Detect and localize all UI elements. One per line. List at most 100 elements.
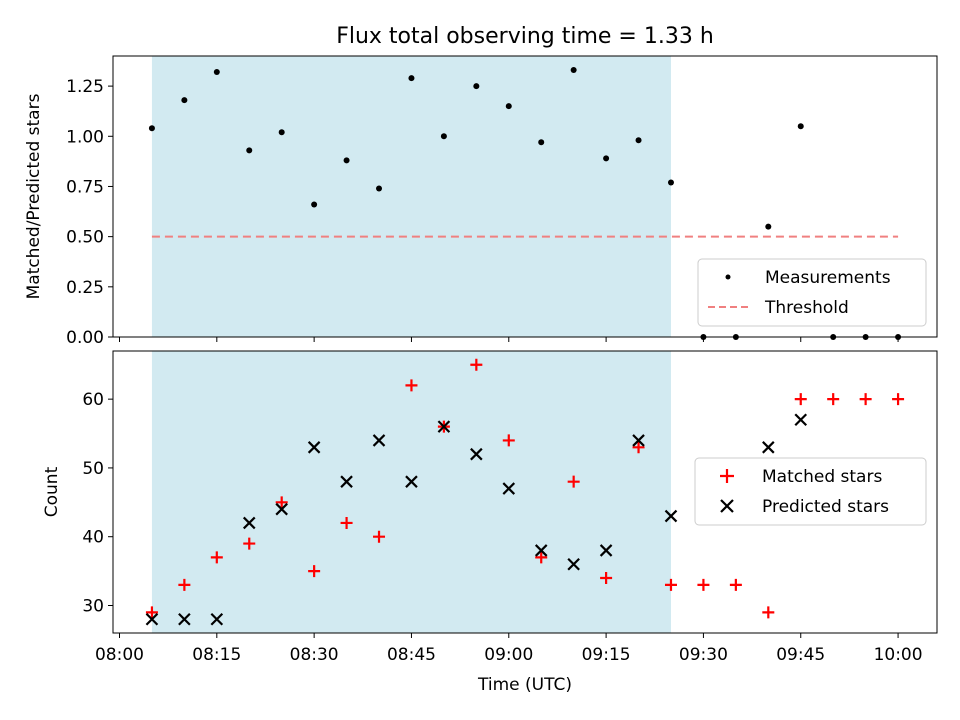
y-tick-label: 0.75: [66, 177, 104, 197]
predicted-star-point: [632, 434, 645, 447]
legend-matched-marker: [720, 469, 734, 483]
count-legend-box: [694, 457, 927, 526]
predicted-star-point: [567, 557, 580, 571]
y-tick-label: 40: [82, 528, 104, 548]
x-tick-label: 09:45: [776, 645, 825, 665]
measurement-point: [408, 75, 415, 82]
count-legend: Matched stars Predicted stars: [694, 457, 927, 526]
x-tick-label: 08:15: [192, 645, 241, 665]
y-tick-label: 60: [82, 390, 104, 410]
x-tick-label: 09:00: [484, 645, 533, 665]
ratio-legend: Measurements Threshold: [697, 258, 927, 327]
predicted-star-point: [372, 434, 386, 447]
measurement-point: [473, 83, 480, 90]
matched-star-point: [470, 358, 483, 371]
legend-predicted-marker: [720, 499, 734, 513]
y-tick-label: 0.50: [66, 228, 104, 248]
legend-matched-label: Matched stars: [762, 467, 882, 487]
predicted-star-point: [437, 420, 451, 433]
legend-threshold-label: Threshold: [764, 298, 849, 318]
count-points: [145, 358, 905, 626]
count-y-axis-label: Count: [42, 466, 62, 517]
predicted-star-point: [794, 413, 808, 427]
matched-star-point: [210, 551, 223, 564]
x-tick-label: 09:30: [679, 645, 728, 665]
matched-star-point: [502, 434, 515, 447]
measurement-point: [311, 201, 318, 208]
count-y-axis: 30 40 50 60: [82, 390, 113, 616]
measurement-point: [278, 129, 285, 136]
matched-star-point: [729, 578, 742, 591]
y-tick-label: 0.00: [66, 328, 104, 348]
matched-star-point: [794, 393, 807, 406]
measurement-point: [765, 223, 772, 230]
matched-star-point: [340, 516, 353, 529]
ratio-x-ticks: [118, 337, 899, 342]
measurement-point: [246, 147, 253, 154]
x-axis-label: Time (UTC): [477, 675, 572, 695]
ratio-panel-frame: [112, 55, 938, 338]
observing-window-shade-top: [151, 56, 671, 337]
predicted-star-point: [470, 447, 483, 461]
time-x-axis: 08:00 08:15 08:30 08:45 09:00 09:15 09:30 09:45…: [95, 633, 923, 665]
x-tick-label: 08:00: [95, 645, 144, 665]
measurement-point: [440, 133, 447, 140]
predicted-star-point: [664, 509, 678, 523]
ratio-panel: 0.00 0.25 0.50 0.75 1.00 1.25 Matched/Predict…: [24, 55, 938, 348]
measurement-point: [343, 157, 350, 164]
x-tick-label: 08:30: [290, 645, 339, 665]
matched-star-point: [178, 578, 191, 591]
predicted-star-point: [534, 544, 548, 557]
matched-star-point: [243, 537, 256, 550]
measurement-point: [538, 139, 545, 146]
observing-window-shade-bottom: [151, 351, 671, 633]
matched-star-point: [275, 496, 288, 509]
predicted-star-point: [405, 475, 418, 488]
predicted-star-point: [178, 612, 191, 626]
x-tick-label: 08:45: [387, 645, 436, 665]
ratio-legend-box: [697, 258, 927, 327]
y-tick-label: 1.25: [66, 77, 104, 97]
x-tick-label: 09:15: [582, 645, 631, 665]
legend-measurements-label: Measurements: [765, 268, 891, 288]
legend-measurements-marker: [725, 274, 731, 280]
measurement-point: [148, 125, 155, 132]
matched-star-point: [892, 393, 905, 406]
predicted-star-point: [762, 441, 775, 454]
count-panel-frame: [112, 350, 938, 634]
x-tick-label: 10:00: [874, 645, 923, 665]
measurement-point: [181, 97, 188, 104]
measurement-point: [635, 137, 642, 144]
ratio-y-axis-label: Matched/Predicted stars: [24, 93, 44, 299]
ratio-y-axis: 0.00 0.25 0.50 0.75 1.00 1.25: [66, 77, 113, 348]
predicted-star-point: [340, 475, 353, 488]
predicted-star-point: [242, 516, 256, 530]
matched-star-point: [664, 578, 677, 591]
matched-star-point: [762, 606, 775, 619]
predicted-star-point: [210, 612, 224, 626]
chart-title: Flux total observing time = 1.33 h: [336, 24, 714, 49]
y-tick-label: 0.25: [66, 278, 104, 298]
matched-star-point: [632, 441, 645, 454]
measurement-point: [213, 69, 220, 76]
measurement-point: [667, 179, 674, 186]
y-tick-label: 50: [82, 459, 104, 479]
matched-star-point: [827, 393, 840, 406]
matched-star-point: [600, 571, 613, 584]
legend-predicted-label: Predicted stars: [762, 497, 889, 517]
y-tick-label: 1.00: [66, 127, 104, 147]
predicted-star-point: [307, 441, 321, 454]
measurement-point: [797, 123, 804, 130]
measurement-point: [376, 185, 383, 192]
matched-star-point: [405, 379, 418, 392]
matched-star-point: [145, 606, 158, 619]
measurement-point: [505, 103, 512, 110]
matched-star-point: [859, 393, 872, 406]
predicted-star-point: [145, 612, 159, 626]
matched-star-point: [697, 578, 710, 591]
matched-star-point: [373, 530, 386, 543]
y-tick-label: 30: [82, 596, 104, 616]
measurement-point: [570, 67, 577, 74]
